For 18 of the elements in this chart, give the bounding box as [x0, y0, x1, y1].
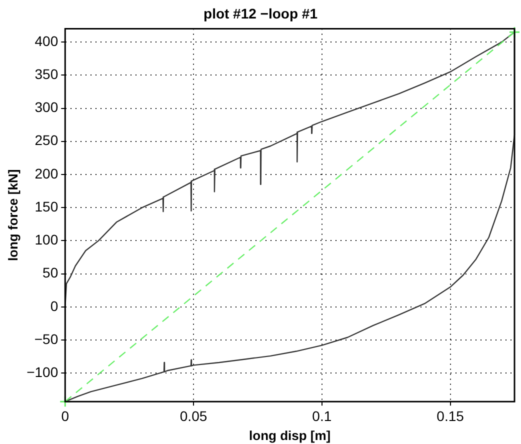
y-tick-label: 400 — [34, 32, 58, 49]
chart-title: plot #12 −loop #1 — [204, 5, 318, 22]
y-tick-label: 50 — [42, 264, 58, 281]
x-tick-label: 0.05 — [180, 408, 208, 424]
x-tick-label: 0.1 — [312, 408, 332, 424]
x-axis-title: long disp [m] — [249, 428, 331, 443]
y-tick-label: 300 — [34, 99, 58, 116]
x-tick-label: 0.15 — [436, 408, 464, 424]
y-tick-label: 200 — [34, 165, 58, 182]
x-tick-label: 0 — [61, 408, 70, 424]
y-tick-label: −50 — [34, 330, 58, 347]
y-tick-label: 100 — [34, 232, 58, 248]
y-tick-label: 250 — [34, 132, 58, 148]
y-tick-label: −100 — [26, 364, 58, 380]
y-tick-label: 0 — [50, 298, 58, 314]
y-tick-label: 150 — [34, 198, 58, 214]
y-axis-title: long force [kN] — [5, 169, 20, 262]
y-tick-label: 350 — [34, 66, 58, 82]
